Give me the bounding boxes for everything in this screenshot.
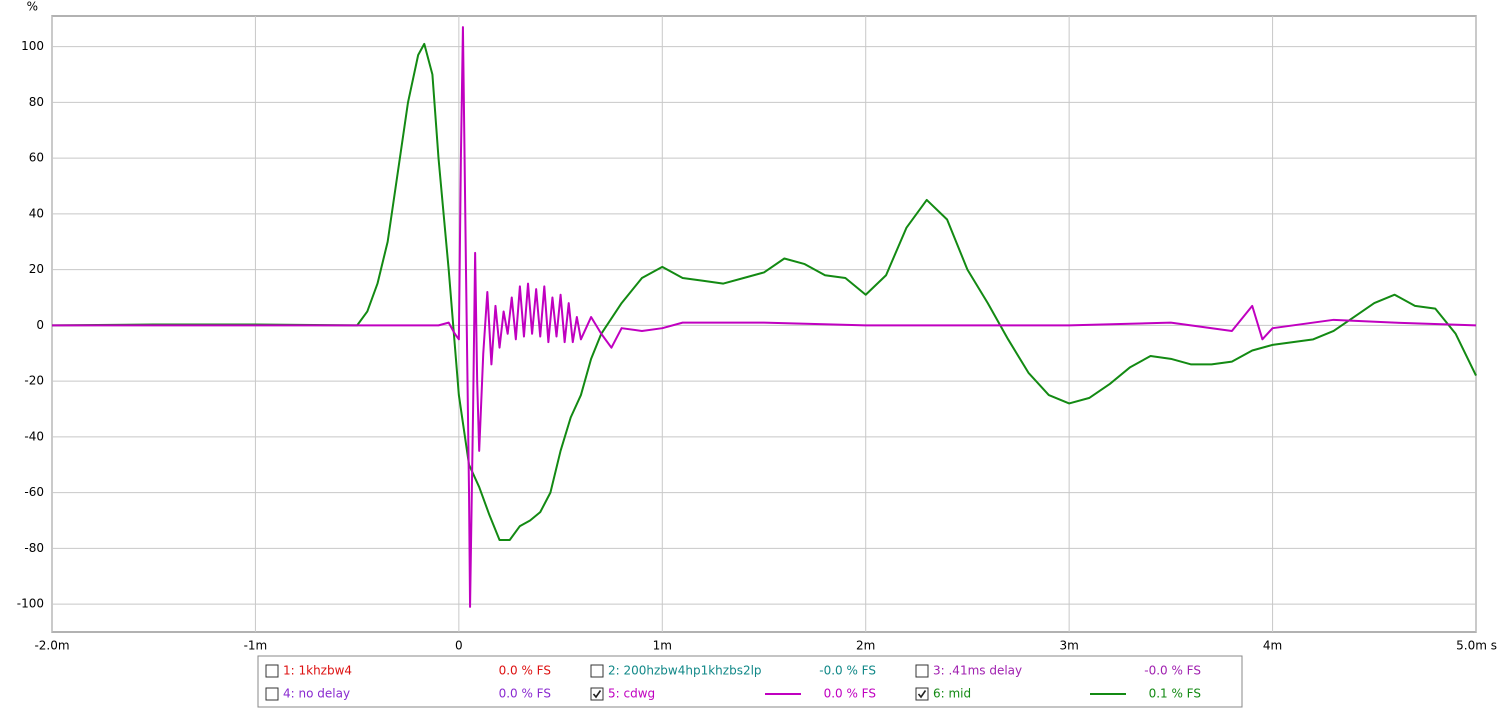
- plot: [51, 16, 1477, 632]
- legend-label: 3: .41ms delay: [933, 664, 1022, 678]
- y-tick-label: 20: [29, 262, 44, 276]
- y-tick-label: 80: [29, 95, 44, 109]
- x-tick-label: -2.0m: [34, 639, 69, 653]
- legend-readout: 0.1 % FS: [1149, 687, 1201, 701]
- y-tick-label: -20: [24, 374, 44, 388]
- x-tick-label: 4m: [1263, 639, 1282, 653]
- legend-readout: 0.0 % FS: [824, 687, 876, 701]
- series-line: [51, 42, 1477, 542]
- legend-label: 1: 1khzbw4: [283, 664, 352, 678]
- legend-box: [257, 655, 1243, 708]
- y-tick-label: -100: [17, 597, 44, 611]
- x-tick-label: 3m: [1059, 639, 1078, 653]
- legend-readout: -0.0 % FS: [819, 664, 876, 678]
- legend-readout: -0.0 % FS: [1144, 664, 1201, 678]
- legend-checkbox[interactable]: [265, 664, 279, 678]
- legend-checkbox[interactable]: [590, 687, 604, 701]
- series-line: [52, 26, 1477, 608]
- y-tick-label: 60: [29, 151, 44, 165]
- y-unit: %: [27, 0, 38, 14]
- legend-checkbox[interactable]: [590, 664, 604, 678]
- y-tick-label: -60: [24, 485, 44, 499]
- y-tick-label: -80: [24, 541, 44, 555]
- legend-readout: 0.0 % FS: [499, 687, 551, 701]
- y-tick-label: 0: [36, 318, 44, 332]
- y-tick-label: 100: [21, 39, 44, 53]
- legend-label: 2: 200hzbw4hp1khzbs2lp: [608, 664, 762, 678]
- x-tick-label: 2m: [856, 639, 875, 653]
- legend-label: 4: no delay: [283, 687, 350, 701]
- legend-checkmark: [592, 690, 602, 699]
- legend-label: 6: mid: [933, 687, 971, 701]
- x-tick-label: 5.0m s: [1456, 639, 1497, 653]
- legend-checkmark: [917, 690, 927, 699]
- x-tick-label: 0: [455, 639, 463, 653]
- y-tick-label: 40: [29, 206, 44, 220]
- legend-readout: 0.0 % FS: [499, 664, 551, 678]
- y-tick-label: -40: [24, 429, 44, 443]
- x-tick-label: -1m: [244, 639, 268, 653]
- legend-checkbox[interactable]: [265, 687, 279, 701]
- legend-label: 5: cdwg: [608, 687, 655, 701]
- legend-checkbox[interactable]: [915, 687, 929, 701]
- x-tick-label: 1m: [653, 639, 672, 653]
- legend-checkbox[interactable]: [915, 664, 929, 678]
